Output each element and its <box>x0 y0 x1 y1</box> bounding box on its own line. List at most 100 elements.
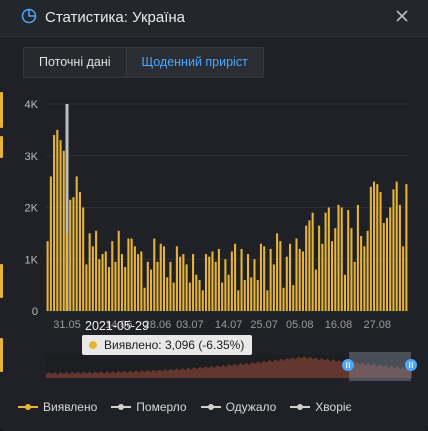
bar <box>59 140 62 311</box>
bar <box>240 248 243 311</box>
x-tick-label: 14.07 <box>215 319 243 331</box>
bar <box>140 251 143 311</box>
bar <box>188 282 191 311</box>
navigator-handle-icon <box>405 359 417 371</box>
bar <box>331 241 334 311</box>
y-tick-label: 1K <box>25 254 39 266</box>
y-tick-label: 2K <box>25 203 39 215</box>
close-icon[interactable] <box>394 8 410 24</box>
bar <box>314 269 317 311</box>
legend-line-icon <box>200 404 221 410</box>
bar <box>253 259 256 311</box>
bar <box>101 254 104 311</box>
bar <box>111 241 114 311</box>
navigator-handle-icon <box>342 359 354 371</box>
bar <box>369 186 372 311</box>
navigator-selection <box>349 352 411 381</box>
bar <box>356 204 359 311</box>
bar <box>150 269 153 311</box>
bar <box>91 246 94 311</box>
bar <box>124 267 127 311</box>
daily-increase-chart[interactable]: 0 1K 2K 3K 4K 31.05 14.06 28.06 03.07 14.07 25.07 0… <box>0 0 428 395</box>
bar <box>282 287 285 311</box>
y-tick-label: 4K <box>25 99 39 111</box>
bar <box>146 261 149 311</box>
bar <box>65 233 69 311</box>
bar <box>169 261 172 311</box>
bar <box>311 212 314 311</box>
bar <box>321 243 324 311</box>
bar <box>360 235 363 311</box>
legend-item-detected[interactable]: Виявлено <box>18 400 97 414</box>
bar <box>343 274 347 311</box>
left-edge-strip <box>0 92 3 410</box>
bar <box>272 264 275 311</box>
bar <box>217 248 220 311</box>
tooltip-date: 2021-05-29 <box>85 319 149 333</box>
legend-item-recovered[interactable]: Одужало <box>200 400 277 414</box>
bar <box>211 251 214 311</box>
bar <box>288 243 292 311</box>
bar <box>175 246 178 311</box>
bar <box>98 259 101 311</box>
bar <box>340 207 343 311</box>
bar <box>195 274 198 311</box>
bar <box>292 285 295 311</box>
bar <box>153 238 156 311</box>
legend-line-icon <box>18 404 38 410</box>
tab-current-data[interactable]: Поточні дані <box>24 48 126 77</box>
y-tick-label: 3K <box>25 151 39 163</box>
bar <box>214 261 217 311</box>
bar <box>230 251 233 311</box>
bar <box>350 228 353 311</box>
bar <box>389 207 392 311</box>
tab-bar: Поточні дані Щоденний приріст <box>23 47 264 78</box>
x-tick-label: 14.06 <box>105 319 133 331</box>
x-tick-label: 05.08 <box>286 319 314 331</box>
legend-label: Виявлено <box>43 400 98 414</box>
bar <box>162 246 166 311</box>
bar <box>56 129 59 311</box>
bar <box>318 225 321 311</box>
bar <box>382 223 385 311</box>
bar <box>395 181 398 311</box>
x-tick-label: 03.07 <box>176 319 204 331</box>
bar <box>266 290 269 311</box>
bar <box>376 184 379 311</box>
x-tick-label: 16.08 <box>325 319 353 331</box>
bar <box>85 264 88 311</box>
legend-label: Хворіє <box>315 400 352 414</box>
legend-label: Одужало <box>225 400 277 414</box>
bar <box>366 230 369 311</box>
bar <box>179 256 182 311</box>
bar <box>334 228 337 311</box>
bar <box>324 212 327 311</box>
bar <box>117 230 120 311</box>
bar <box>114 261 117 311</box>
bar <box>234 243 237 311</box>
y-tick-label: 0 <box>32 306 38 318</box>
bar <box>298 248 301 311</box>
bar <box>327 207 330 311</box>
tab-daily-increase[interactable]: Щоденний приріст <box>125 48 263 77</box>
bar <box>143 287 146 311</box>
bar <box>82 207 85 311</box>
bar <box>75 176 78 311</box>
legend-line-icon <box>111 404 132 410</box>
x-tick-label: 31.05 <box>53 319 81 331</box>
bar <box>78 191 81 311</box>
bar <box>398 204 401 311</box>
tooltip-series-dot <box>89 341 97 349</box>
bar <box>166 277 169 311</box>
bar <box>159 243 162 311</box>
bar <box>385 217 389 311</box>
bar <box>269 248 272 311</box>
bar <box>130 238 133 311</box>
bar <box>185 264 188 311</box>
tooltip-value: Виявлено: 3,096 (-6.35%) <box>104 338 245 352</box>
bar <box>198 279 201 311</box>
legend-item-deaths[interactable]: Померло <box>111 400 187 414</box>
legend-item-active[interactable]: Хворіє <box>290 400 352 414</box>
bar <box>305 225 308 311</box>
bar <box>279 241 282 311</box>
